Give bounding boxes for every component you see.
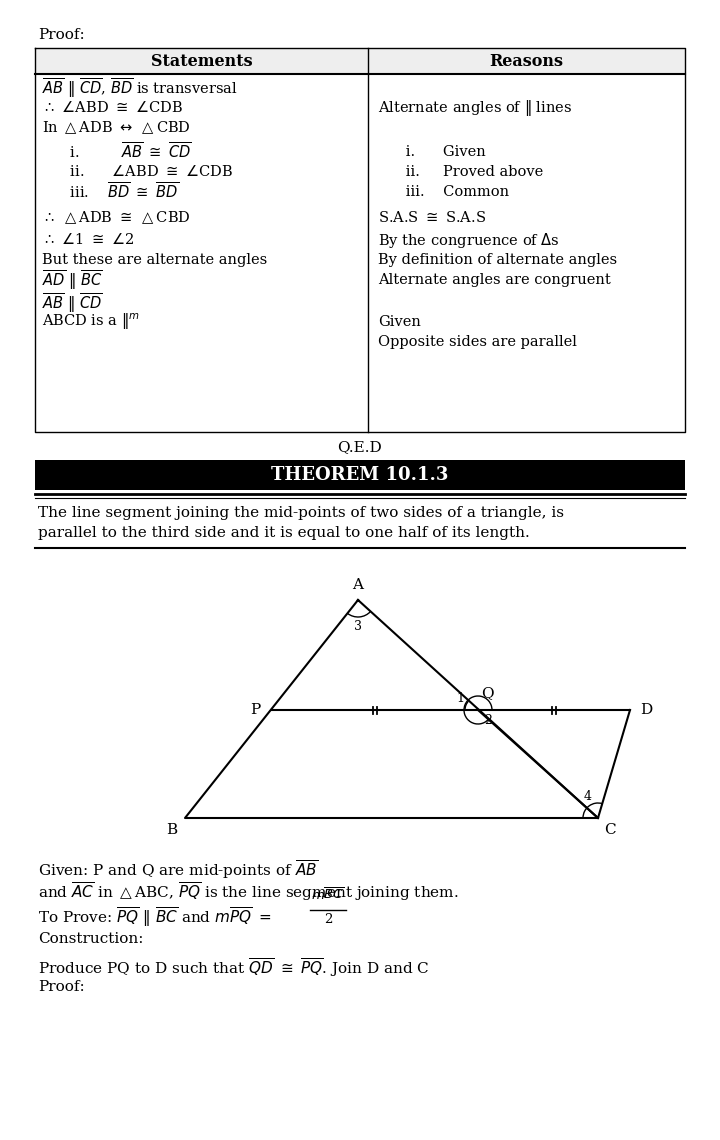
Text: Alternate angles are congruent: Alternate angles are congruent <box>378 272 611 287</box>
Text: Reasons: Reasons <box>490 52 564 70</box>
Text: i.         $\overline{AB}$ $\cong$ $\overline{CD}$: i. $\overline{AB}$ $\cong$ $\overline{CD… <box>42 141 192 162</box>
Text: 2: 2 <box>324 913 332 926</box>
Text: By the congruence of $\Delta$s: By the congruence of $\Delta$s <box>378 230 559 250</box>
Text: Proof:: Proof: <box>38 28 85 42</box>
Text: D: D <box>640 703 652 717</box>
Text: Proof:: Proof: <box>38 980 85 994</box>
Text: P: P <box>250 703 260 717</box>
Text: ii.      $\angle$ABD $\cong$ $\angle$CDB: ii. $\angle$ABD $\cong$ $\angle$CDB <box>42 164 233 179</box>
Text: iii.    $\overline{BD}$ $\cong$ $\overline{BD}$: iii. $\overline{BD}$ $\cong$ $\overline{… <box>42 182 179 202</box>
Text: 4: 4 <box>584 790 592 803</box>
Text: In $\triangle$ADB $\leftrightarrow$ $\triangle$CBD: In $\triangle$ADB $\leftrightarrow$ $\tr… <box>42 120 191 137</box>
Text: THEOREM 10.1.3: THEOREM 10.1.3 <box>271 466 449 484</box>
Text: The line segment joining the mid-points of two sides of a triangle, is: The line segment joining the mid-points … <box>38 506 564 520</box>
Text: iii.    Common: iii. Common <box>378 185 509 200</box>
Text: But these are alternate angles: But these are alternate angles <box>42 253 267 267</box>
Text: S.A.S $\cong$ S.A.S: S.A.S $\cong$ S.A.S <box>378 211 486 226</box>
Text: Construction:: Construction: <box>38 933 143 946</box>
Text: Produce PQ to D such that $\overline{QD}$ $\cong$ $\overline{PQ}$. Join D and C: Produce PQ to D such that $\overline{QD}… <box>38 956 430 979</box>
Text: ii.     Proved above: ii. Proved above <box>378 165 544 179</box>
Text: Given: Given <box>378 315 421 329</box>
Text: $\therefore$ $\angle$ABD $\cong$ $\angle$CDB: $\therefore$ $\angle$ABD $\cong$ $\angle… <box>42 100 183 115</box>
Text: and $\overline{AC}$ in $\triangle$ABC, $\overline{PQ}$ is the line segment joini: and $\overline{AC}$ in $\triangle$ABC, $… <box>38 880 459 903</box>
Text: B: B <box>166 823 177 837</box>
Text: $\therefore$ $\triangle$ADB $\cong$ $\triangle$CBD: $\therefore$ $\triangle$ADB $\cong$ $\tr… <box>42 210 191 227</box>
Text: parallel to the third side and it is equal to one half of its length.: parallel to the third side and it is equ… <box>38 526 530 540</box>
Text: A: A <box>353 578 364 592</box>
Text: $m\overline{BC}$: $m\overline{BC}$ <box>311 887 345 903</box>
Text: 2: 2 <box>484 714 492 727</box>
Text: To Prove: $\overline{PQ}$ $\|$ $\overline{BC}$ and $m\overline{PQ}$ $=$: To Prove: $\overline{PQ}$ $\|$ $\overlin… <box>38 905 276 929</box>
Text: Q: Q <box>481 686 494 700</box>
Text: By definition of alternate angles: By definition of alternate angles <box>378 253 617 267</box>
Text: Statements: Statements <box>150 52 252 70</box>
Text: Given: P and Q are mid-points of $\overline{AB}$: Given: P and Q are mid-points of $\overl… <box>38 858 318 881</box>
Text: 3: 3 <box>354 620 362 633</box>
Text: C: C <box>604 823 616 837</box>
Text: ABCD is a $\|^m$: ABCD is a $\|^m$ <box>42 311 140 332</box>
Text: Q.E.D: Q.E.D <box>338 440 382 454</box>
Text: $\overline{AD}$ $\|$ $\overline{BC}$: $\overline{AD}$ $\|$ $\overline{BC}$ <box>42 268 103 292</box>
Text: 1: 1 <box>456 692 464 705</box>
Bar <box>35 48 685 74</box>
Text: $\therefore$ $\angle$1 $\cong$ $\angle$2: $\therefore$ $\angle$1 $\cong$ $\angle$2 <box>42 233 135 247</box>
Text: Opposite sides are parallel: Opposite sides are parallel <box>378 335 577 349</box>
Text: i.      Given: i. Given <box>378 145 486 158</box>
Text: Alternate angles of $\|$ lines: Alternate angles of $\|$ lines <box>378 98 572 119</box>
Bar <box>35 461 685 490</box>
Text: $\overline{AB}$ $\|$ $\overline{CD}$: $\overline{AB}$ $\|$ $\overline{CD}$ <box>42 291 103 315</box>
Text: $\overline{AB}$ $\|$ $\overline{CD}$, $\overline{BD}$ is transversal: $\overline{AB}$ $\|$ $\overline{CD}$, $\… <box>42 76 238 100</box>
